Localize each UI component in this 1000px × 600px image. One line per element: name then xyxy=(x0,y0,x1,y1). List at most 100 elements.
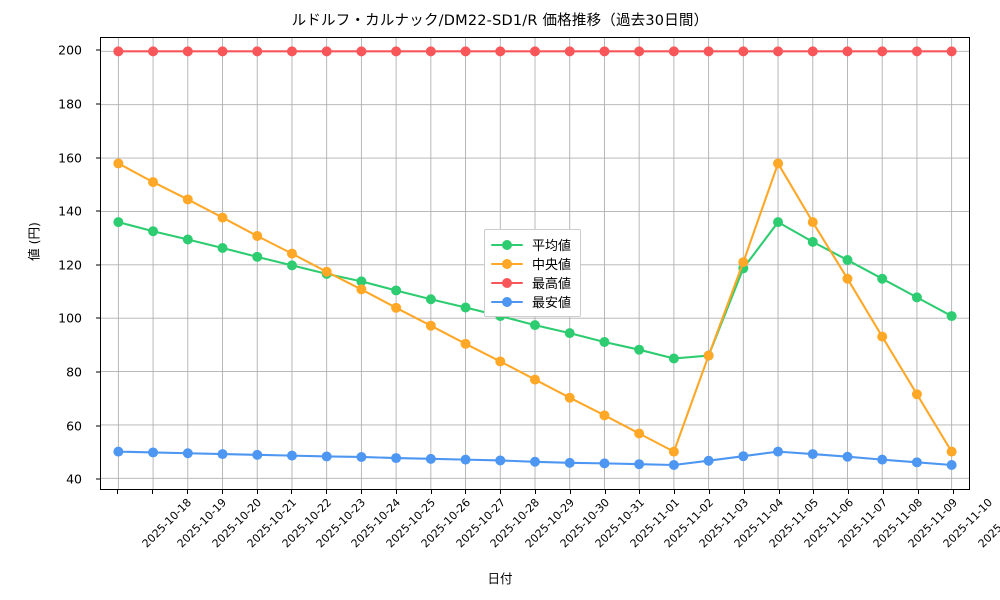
y-axis-label: 値 (円) xyxy=(26,222,42,261)
y-tick-mark xyxy=(96,264,100,266)
series-marker xyxy=(182,46,193,57)
series-marker xyxy=(148,226,159,237)
x-tick-mark xyxy=(813,490,815,494)
series-marker xyxy=(460,338,471,349)
y-axis-tick-labels: 40 60 80 100 120 140 160 180 200 xyxy=(0,37,100,490)
series-marker xyxy=(148,447,159,458)
series-marker xyxy=(148,46,159,57)
series-marker xyxy=(321,451,332,462)
series-marker xyxy=(911,457,922,468)
series-marker xyxy=(773,446,784,457)
series-marker xyxy=(599,410,610,421)
y-tick-label: 200 xyxy=(58,42,82,58)
x-tick-mark xyxy=(326,490,328,494)
series-marker xyxy=(877,454,888,465)
x-tick-mark xyxy=(569,490,571,494)
y-tick-mark xyxy=(96,210,100,212)
legend-swatch-icon xyxy=(491,257,523,271)
series-marker xyxy=(668,46,679,57)
x-tick-mark xyxy=(917,490,919,494)
legend-label: 最安値 xyxy=(532,296,572,311)
series-marker xyxy=(773,46,784,57)
x-tick-mark xyxy=(848,490,850,494)
legend-label: 平均値 xyxy=(532,239,572,254)
chart-legend[interactable]: 平均値中央値最高値最安値 xyxy=(484,229,582,317)
series-lines xyxy=(113,46,957,470)
series-marker xyxy=(530,46,540,57)
series-marker xyxy=(217,46,228,57)
series-marker xyxy=(113,446,124,457)
series-marker xyxy=(564,328,575,339)
x-tick-mark xyxy=(639,490,641,494)
series-marker xyxy=(391,302,402,313)
series-marker xyxy=(564,392,575,403)
series-marker xyxy=(911,46,922,57)
x-tick-mark xyxy=(743,490,745,494)
series-marker xyxy=(807,449,818,460)
x-tick-mark xyxy=(221,490,223,494)
series-marker xyxy=(911,292,922,303)
x-tick-mark xyxy=(778,490,780,494)
series-marker xyxy=(148,177,159,188)
series-marker xyxy=(425,294,436,305)
series-marker xyxy=(286,248,297,259)
y-tick-mark xyxy=(96,478,100,480)
x-tick-mark xyxy=(952,490,954,494)
series-marker xyxy=(321,46,332,57)
series-marker xyxy=(217,212,228,223)
series-marker xyxy=(356,284,367,295)
series-marker xyxy=(842,273,853,284)
series-marker xyxy=(252,251,263,262)
series-marker xyxy=(252,46,263,57)
series-marker xyxy=(738,46,749,57)
series-marker xyxy=(356,276,367,287)
y-tick-mark xyxy=(96,49,100,51)
chart-title: ルドルフ・カルナック/DM22-SD1/R 価格推移（過去30日間） xyxy=(291,13,709,29)
series-marker xyxy=(634,428,645,439)
series-marker xyxy=(252,449,263,460)
series-marker xyxy=(530,320,540,331)
series-marker xyxy=(634,344,645,355)
series-marker xyxy=(773,158,784,169)
series-marker xyxy=(703,350,714,361)
series-marker xyxy=(286,450,297,461)
series-marker xyxy=(738,451,749,462)
x-tick-mark xyxy=(152,490,154,494)
series-marker xyxy=(842,255,853,266)
x-tick-mark xyxy=(883,490,884,494)
series-marker xyxy=(356,46,367,57)
series-marker xyxy=(807,46,818,57)
legend-item-2[interactable]: 最高値 xyxy=(491,273,571,292)
series-marker xyxy=(842,46,853,57)
y-tick-label: 80 xyxy=(66,364,82,380)
legend-swatch-icon xyxy=(491,276,523,290)
series-marker xyxy=(668,446,679,457)
legend-item-0[interactable]: 平均値 xyxy=(491,235,571,254)
legend-label: 最高値 xyxy=(532,277,572,292)
series-marker xyxy=(182,194,193,205)
legend-item-3[interactable]: 最安値 xyxy=(491,292,571,311)
series-marker xyxy=(286,260,297,271)
legend-label: 中央値 xyxy=(532,258,572,273)
series-marker xyxy=(599,336,610,347)
x-axis-tick-labels: 2025-10-18 2025-10-19 2025-10-20 2025-10-21… xyxy=(100,490,1000,570)
y-tick-label: 60 xyxy=(66,418,82,434)
series-marker xyxy=(564,457,575,468)
series-marker xyxy=(460,46,471,57)
series-marker xyxy=(668,460,679,470)
series-marker xyxy=(113,158,124,169)
series-marker xyxy=(182,234,193,245)
y-tick-label: 180 xyxy=(58,96,82,112)
series-marker xyxy=(599,46,610,57)
series-marker xyxy=(738,257,749,268)
y-tick-label: 40 xyxy=(66,471,82,487)
series-marker xyxy=(252,231,263,241)
series-marker xyxy=(391,285,402,296)
x-tick-mark xyxy=(395,490,397,494)
x-tick-mark xyxy=(465,490,467,494)
x-axis-label: 日付 xyxy=(487,571,513,586)
x-tick-mark xyxy=(709,490,710,494)
x-tick-mark xyxy=(117,490,119,494)
series-marker xyxy=(391,453,402,464)
legend-item-1[interactable]: 中央値 xyxy=(491,254,571,273)
